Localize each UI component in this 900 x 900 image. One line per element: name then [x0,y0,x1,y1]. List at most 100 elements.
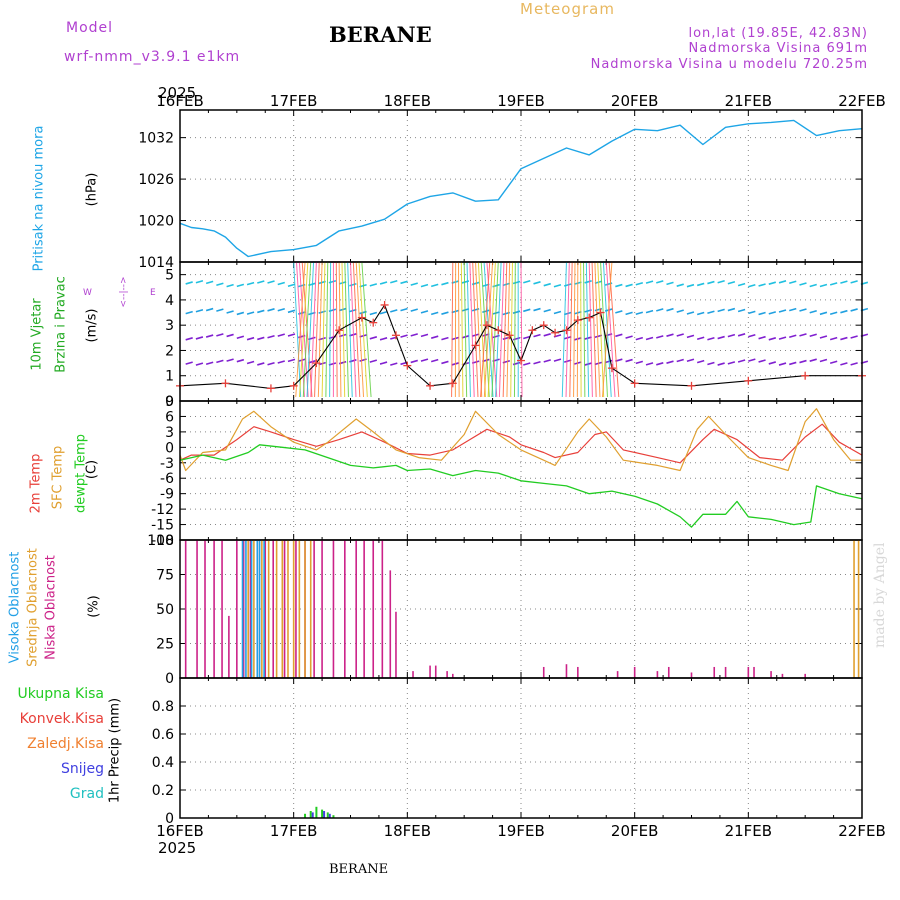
wind-fan-line [513,261,516,398]
cloud-unit: (%) [86,595,102,618]
wind-barb [205,280,214,285]
wind-barb [656,335,664,339]
wind-barb [512,336,521,341]
wind-barb [420,333,429,338]
wind-barb [799,308,807,312]
temp-label-a: 2m Temp [28,453,44,514]
wind-barb [349,283,357,287]
wind-barb [390,309,398,313]
wind-barb [430,358,439,363]
wind-barb [850,335,858,339]
wind-barb [686,358,695,362]
wind-fan-line [573,261,576,398]
wind-fan-line [350,261,357,398]
wind-fan-line [475,261,483,398]
wind-barb [819,311,828,316]
wind-fan-line [310,261,317,398]
wind-barb [257,362,265,366]
wind-fan-line [491,261,499,398]
wind-barb [410,333,418,337]
wind-barb [799,282,807,286]
wind-barb [257,309,265,314]
y-tick-label: -3 [160,456,174,472]
wind-barb [195,280,204,284]
wind-fan-line [561,261,567,398]
wind-barb [543,359,551,363]
wind-barb [789,361,797,366]
wind-fan-line [460,261,464,398]
pressure-unit: (hPa) [84,172,100,207]
y-tick-label: -6 [160,471,174,487]
y-tick-label: 25 [156,637,174,653]
wind-barb [267,361,275,366]
wind-barb [727,361,736,365]
wind-barb [441,281,449,286]
y-tick-label: 0 [165,671,174,687]
precip-conv-label: Konvek.Kisa [19,711,104,727]
wind-barb [461,361,470,366]
y-tick-label: -9 [160,487,174,503]
precip-axis-label: 1hr Precip (mm) [107,697,123,804]
cloud-label-mid: Srednja Oblacnost [25,548,41,667]
wind-barb [400,307,408,312]
wind-barb [584,280,592,284]
wind-barb [840,336,848,341]
wind-barb [829,311,838,316]
wind-barb [696,282,705,287]
wind-barb [410,282,418,286]
pressure-series-line [179,119,863,258]
wind-barb [850,280,858,284]
wind-barb [420,283,429,288]
wind-barb [287,333,296,337]
wind-barb [615,283,623,288]
wind-barb [236,283,245,288]
wind-barb [430,311,439,316]
y-tick-label: 0.2 [152,783,174,799]
wind-barb [287,309,296,314]
wind-fan-line [472,261,479,398]
wind-barb [717,362,725,366]
wind-barb [829,336,838,341]
x-tick-label-top: 18FEB [384,92,431,110]
wind-barb [523,362,531,366]
wind-barb [666,333,674,337]
y-tick-label: 1014 [138,255,174,271]
wind-barb [553,283,562,288]
x-tick-label-top: 16FEB [156,92,203,110]
y-tick-label: -15 [151,518,174,534]
footer-station: BERANE [329,862,389,877]
wind-barb [666,307,674,312]
wind-barb [205,361,214,366]
model-label: Model [66,20,114,36]
wind-barb [789,307,797,312]
year-bottom: 2025 [158,839,197,857]
wind-barb [696,311,705,316]
wind-barb [645,280,654,284]
wind-fan-line [483,261,494,398]
wind-fan-line [466,261,471,398]
wind-barb [850,362,858,366]
wind-barb [809,333,817,338]
wind-fan-line [594,261,601,398]
y-tick-label: 6 [165,409,174,425]
wind-fan-line [457,261,460,398]
wind-barb [707,337,715,341]
wind-barb [205,334,214,338]
wind-fan-line [321,261,326,398]
wind-barb [778,336,787,340]
wind-barb [533,307,541,312]
x-tick-label-bottom: 22FEB [838,822,885,840]
wind-barb [625,283,633,288]
wind-barb [400,334,408,338]
x-tick-label-bottom: 20FEB [611,822,658,840]
wind-fan-line [469,261,475,398]
wind-barb [205,307,214,312]
wind-fan-line [347,261,353,398]
compass-e: E [150,288,156,298]
y-tick-label: 0.8 [152,699,174,715]
wind-barb [246,311,255,315]
x-tick-label-bottom: 21FEB [725,822,772,840]
y-tick-label: 3 [165,318,174,334]
wind-barb [277,360,285,364]
wind-barb [778,309,787,313]
